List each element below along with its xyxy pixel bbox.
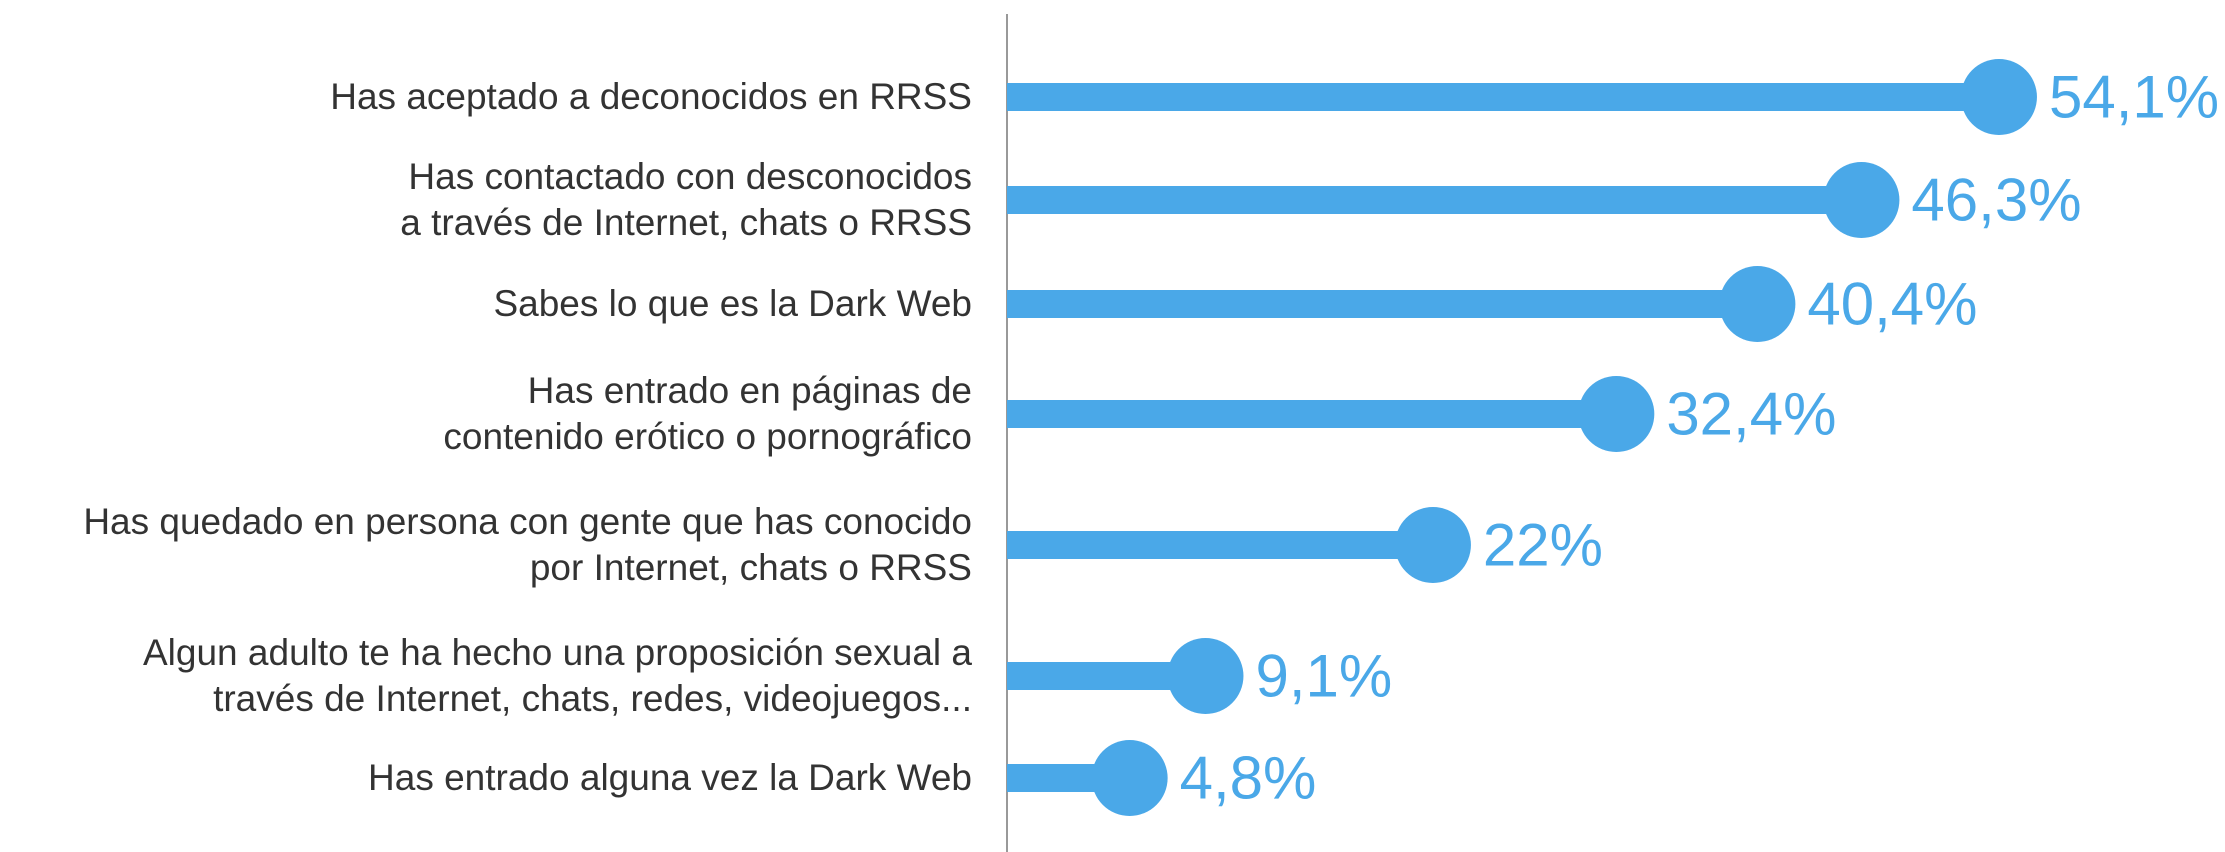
dot — [1394, 507, 1471, 583]
category-label: Algun adulto te ha hecho una proposición… — [143, 632, 972, 719]
bar — [1007, 186, 1862, 214]
value-label: 22% — [1482, 511, 1604, 579]
value-label: 46,3% — [1911, 166, 2082, 234]
value-label: 54,1% — [2048, 63, 2220, 131]
category-label: Has entrado en páginas de contenido erót… — [443, 370, 972, 457]
dot — [1578, 376, 1655, 452]
bar — [1007, 531, 1433, 559]
value-label: 32,4% — [1666, 380, 1837, 448]
category-label: Has aceptado a deconocidos en RRSS — [330, 76, 972, 117]
bar — [1007, 400, 1617, 428]
category-label: Has contactado con desconocidos a través… — [400, 156, 972, 243]
dot — [1960, 59, 2037, 135]
value-label: 4,8% — [1179, 744, 1317, 812]
category-label: Sabes lo que es la Dark Web — [493, 283, 972, 324]
dot — [1167, 638, 1244, 714]
category-label: Has quedado en persona con gente que has… — [83, 501, 972, 588]
dot — [1091, 740, 1168, 816]
bar — [1007, 290, 1758, 318]
category-label: Has entrado alguna vez la Dark Web — [368, 757, 972, 798]
dot — [1719, 266, 1796, 342]
value-label: 9,1% — [1255, 642, 1393, 710]
bar — [1007, 83, 1999, 111]
value-label: 40,4% — [1807, 270, 1978, 338]
dot — [1823, 162, 1900, 238]
